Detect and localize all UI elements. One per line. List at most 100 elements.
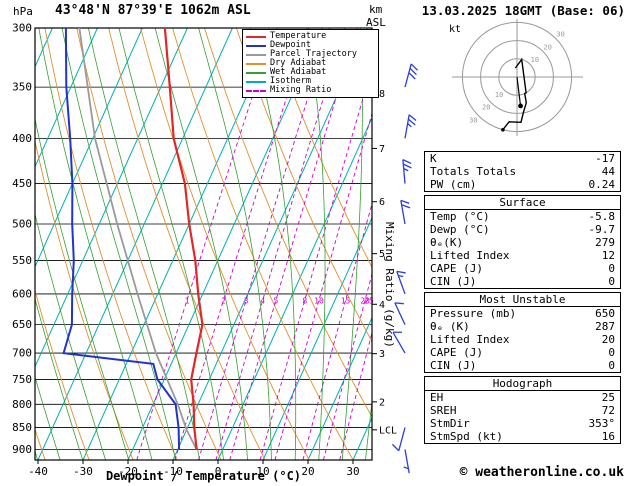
- svg-text:15: 15: [341, 296, 351, 305]
- legend-line-sample: [246, 62, 266, 65]
- svg-text:kt: kt: [449, 24, 461, 35]
- row-value: 0: [608, 359, 615, 372]
- svg-text:20: 20: [544, 43, 552, 51]
- svg-text:750: 750: [12, 373, 32, 386]
- svg-text:550: 550: [12, 254, 32, 267]
- row-label: SREH: [430, 404, 457, 417]
- svg-text:-20: -20: [118, 465, 138, 478]
- row-value: 25: [601, 390, 615, 404]
- asl-unit-label: ASL: [366, 16, 386, 29]
- svg-text:3: 3: [379, 349, 385, 360]
- table-row: CIN (J) 0: [425, 275, 621, 289]
- row-label: CAPE (J): [430, 262, 483, 275]
- legend-item: Temperature: [246, 31, 375, 42]
- row-value: 0: [608, 346, 615, 359]
- svg-text:5: 5: [273, 296, 278, 305]
- row-value: -17: [595, 151, 615, 165]
- row-label: CIN (J): [430, 275, 477, 288]
- pressure-unit-label: hPa: [13, 5, 33, 18]
- table-row: θₑ (K) 287: [425, 320, 621, 333]
- data-table-hodograph: Hodograph EH 25 SREH 72 StmDir 353° StmSpd (kt)…: [424, 376, 621, 444]
- table-row: Temp (°C) -5.8: [425, 210, 621, 224]
- row-label: EH: [430, 390, 444, 404]
- svg-text:650: 650: [12, 318, 32, 331]
- temp-axis-ticks: -40 -30 -20 -10 0 10 20 30: [28, 460, 360, 478]
- svg-text:2: 2: [379, 397, 385, 408]
- svg-text:3: 3: [244, 296, 249, 305]
- data-table-indices: K -17 Totals Totals 44 PW (cm) 0.24: [424, 151, 621, 192]
- mixing-ratio-lines: [136, 28, 372, 460]
- legend-item-label: Wet Adiabat: [270, 67, 327, 78]
- km-unit-label: km: [369, 3, 383, 16]
- row-label: StmSpd (kt): [430, 430, 503, 443]
- table-section-header: Most Unstable: [424, 292, 621, 307]
- table-row: Pressure (mb) 650: [425, 307, 621, 321]
- svg-text:-10: -10: [163, 465, 183, 478]
- svg-text:LCL: LCL: [379, 425, 397, 436]
- row-label: Totals Totals: [430, 165, 517, 178]
- legend-item-label: Temperature: [270, 31, 327, 42]
- row-value: 353°: [588, 417, 616, 430]
- row-value: 20: [601, 333, 615, 346]
- svg-text:25: 25: [364, 296, 374, 305]
- row-label: Pressure (mb): [430, 306, 517, 320]
- x-axis-label: Dewpoint / Temperature (°C): [105, 469, 302, 483]
- data-table-most-unstable: Most Unstable Pressure (mb) 650 θₑ (K) 287 Li…: [424, 292, 621, 373]
- legend-item: Parcel Trajectory: [246, 49, 375, 59]
- legend-item: Wet Adiabat: [246, 67, 375, 78]
- svg-text:20: 20: [360, 296, 370, 305]
- row-label: Dewp (°C): [430, 223, 490, 236]
- legend-line-sample: [246, 44, 266, 47]
- legend-item: Isotherm: [246, 76, 375, 87]
- svg-text:20: 20: [482, 104, 490, 112]
- table-row: Lifted Index 20: [425, 333, 621, 346]
- svg-text:10: 10: [495, 91, 503, 99]
- svg-text:20: 20: [301, 465, 314, 478]
- legend-line-sample: [246, 35, 266, 38]
- row-value: 44: [601, 165, 615, 178]
- svg-text:1: 1: [185, 296, 190, 305]
- svg-text:10: 10: [256, 465, 269, 478]
- svg-text:7: 7: [379, 144, 385, 155]
- table-row: CAPE (J) 0: [425, 346, 621, 359]
- indices-tables: K -17 Totals Totals 44 PW (cm) 0.24 Surface Tem…: [424, 151, 621, 447]
- svg-text:900: 900: [12, 443, 32, 456]
- legend-line-sample: [246, 71, 266, 74]
- row-label: θₑ (K): [430, 320, 470, 333]
- svg-text:300: 300: [12, 22, 32, 35]
- table-row: PW (cm) 0.24: [425, 178, 621, 192]
- row-value: -5.8: [588, 209, 616, 223]
- svg-text:-40: -40: [28, 465, 48, 478]
- row-label: PW (cm): [430, 178, 477, 191]
- wet-adiabats: [35, 28, 372, 460]
- data-table-surface: Surface Temp (°C) -5.8 Dewp (°C) -9.7 θₑ(K) 27…: [424, 195, 621, 289]
- table-row: CAPE (J) 0: [425, 262, 621, 275]
- table-row: Dewp (°C) -9.7: [425, 223, 621, 236]
- row-value: 72: [601, 404, 615, 417]
- row-value: 16: [601, 430, 615, 443]
- svg-text:30: 30: [346, 465, 359, 478]
- row-value: 650: [595, 306, 615, 320]
- svg-text:6: 6: [379, 197, 385, 208]
- copyright-label: © weatheronline.co.uk: [459, 465, 624, 480]
- row-label: CAPE (J): [430, 346, 483, 359]
- svg-text:10: 10: [531, 56, 539, 64]
- table-section-header: Surface: [424, 195, 621, 210]
- row-value: 0.24: [588, 178, 616, 191]
- row-label: Lifted Index: [430, 333, 510, 346]
- svg-text:350: 350: [12, 81, 32, 94]
- svg-text:850: 850: [12, 421, 32, 434]
- legend-item-label: Isotherm: [270, 76, 311, 87]
- table-row: Totals Totals 44: [425, 165, 621, 178]
- svg-text:4: 4: [379, 300, 385, 311]
- table-section-header: Hodograph: [424, 376, 621, 391]
- legend-box: Temperature Dewpoint Parcel Trajectory Dry …: [242, 29, 379, 98]
- legend-line-sample: [246, 80, 266, 83]
- row-value: 12: [601, 249, 615, 262]
- legend-item-label: Dry Adiabat: [270, 58, 327, 69]
- row-label: StmDir: [430, 417, 470, 430]
- table-row: Lifted Index 12: [425, 249, 621, 262]
- legend-item: Mixing Ratio: [246, 85, 375, 95]
- temperature-line: [163, 28, 204, 450]
